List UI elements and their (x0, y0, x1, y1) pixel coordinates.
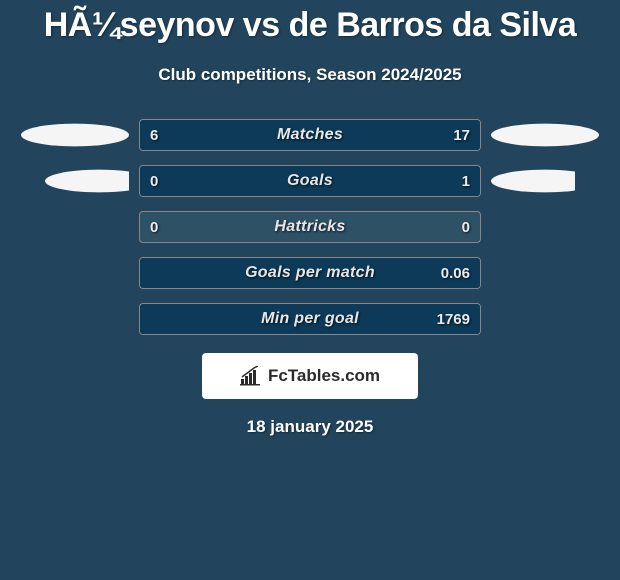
right-ellipse-slot (491, 212, 599, 242)
stat-label: Goals per match (140, 258, 480, 288)
stat-row: 00Hattricks (10, 211, 610, 243)
chart-icon (240, 366, 262, 386)
left-ellipse-slot (21, 120, 129, 150)
date-label: 18 january 2025 (0, 417, 620, 437)
stat-bar: 617Matches (139, 119, 481, 151)
stat-bar: 0.06Goals per match (139, 257, 481, 289)
ellipse-icon (491, 166, 575, 196)
right-ellipse-slot (491, 166, 599, 196)
page-title: HÃ¼seynov vs de Barros da Silva (0, 0, 620, 45)
brand-name: FcTables.com (268, 366, 380, 386)
left-ellipse-slot (21, 212, 129, 242)
stat-bar: 01Goals (139, 165, 481, 197)
ellipse-icon (21, 120, 129, 150)
left-ellipse-slot (21, 304, 129, 334)
stat-row: 617Matches (10, 119, 610, 151)
stat-label: Min per goal (140, 304, 480, 334)
brand-badge: FcTables.com (202, 353, 418, 399)
stat-label: Goals (140, 166, 480, 196)
right-ellipse-slot (491, 258, 599, 288)
comparison-chart: 617Matches 01Goals 00Hattricks 0.06Goals pe… (0, 119, 620, 335)
right-ellipse-slot (491, 120, 599, 150)
stat-label: Matches (140, 120, 480, 150)
stat-bar: 00Hattricks (139, 211, 481, 243)
left-ellipse-slot (21, 258, 129, 288)
right-ellipse-slot (491, 304, 599, 334)
ellipse-icon (45, 166, 129, 196)
left-ellipse-slot (21, 166, 129, 196)
stat-bar: 1769Min per goal (139, 303, 481, 335)
stat-row: 1769Min per goal (10, 303, 610, 335)
ellipse-icon (491, 120, 599, 150)
stat-row: 0.06Goals per match (10, 257, 610, 289)
subtitle: Club competitions, Season 2024/2025 (0, 65, 620, 85)
stat-label: Hattricks (140, 212, 480, 242)
stat-row: 01Goals (10, 165, 610, 197)
